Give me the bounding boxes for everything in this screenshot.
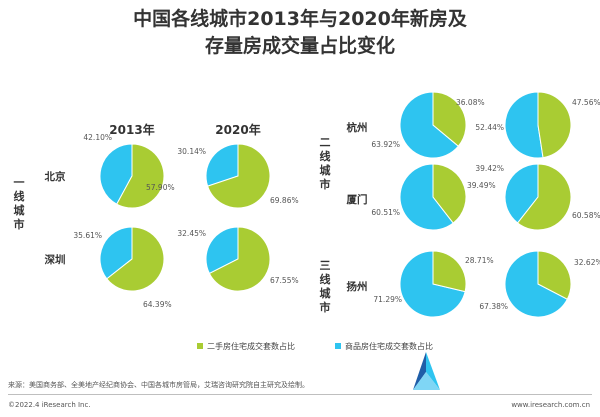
pie-扬州-2013-second-hand-label: 28.71% [465,256,494,265]
pie-深圳-2013-second-hand-label: 64.39% [143,300,172,309]
pie-北京-2020-second-hand-slice [207,143,271,209]
city-label-yangzhou: 扬州 [347,280,368,293]
tier-label-third: 三线城市 [320,259,331,314]
city-label-beijing: 北京 [45,170,66,183]
footer-divider [8,394,592,395]
city-label-shenzhen: 深圳 [45,253,66,266]
city-label-xiamen: 厦门 [347,193,368,206]
pie-北京-2013-new-home-slice [99,143,133,205]
pie-扬州-2013-new-home-label: 71.29% [373,295,402,304]
chart-title-line-2: 存量房成交量占比变化 [204,35,395,57]
pie-深圳-2013-new-home-label: 35.61% [73,231,102,240]
tier-label-second: 二线城市 [320,136,331,191]
pie-厦门-2013-second-hand-label: 39.49% [467,181,496,190]
chart-title: 中国各线城市2013年与2020年新房及 存量房成交量占比变化 [0,6,600,60]
tier-label-first: 一线城市 [14,176,25,231]
site-url: www.iresearch.com.cn [511,401,590,409]
pie-杭州-2020-second-hand-label: 47.56% [572,98,600,107]
pie-厦门-2020-new-home-label: 39.42% [475,164,504,173]
logo-prism-base [413,372,440,390]
pie-扬州-2020-second-hand-label: 32.62% [574,258,600,267]
pie-扬州-2020-new-home-slice [504,250,568,318]
logo-prism-left [413,352,426,390]
city-label-hangzhou: 杭州 [347,121,368,134]
pie-杭州-2020-second-hand-slice [537,91,572,159]
pie-北京-2020-second-hand-label: 69.86% [270,196,299,205]
year-header-2013: 2013年 [109,122,154,137]
pie-厦门-2013-new-home-slice [399,163,454,231]
legend-swatch-new-home [335,343,341,349]
pie-厦门-2013-new-home-label: 60.51% [371,208,400,217]
copyright-text: ©2022.4 iResearch Inc. [8,401,91,409]
pie-厦门-2020-new-home-slice [504,163,539,224]
pie-北京-2013-new-home-label: 42.10% [83,133,112,142]
pie-北京-2013-second-hand-slice [116,143,165,209]
pie-杭州-2013-new-home-slice [399,91,460,159]
pie-深圳-2020-new-home-slice [205,226,239,275]
pie-扬州-2020-new-home-label: 67.38% [479,302,508,311]
legend-label-new-home: 商品房住宅成交套数占比 [345,341,433,351]
pie-厦门-2020-second-hand-slice [516,163,572,231]
pie-扬州-2013-second-hand-slice [432,250,467,293]
pie-北京-2020-new-home-label: 30.14% [177,147,206,156]
logo-prism-right [426,352,440,390]
year-header-2020: 2020年 [215,122,260,137]
pie-深圳-2013-new-home-slice [99,226,133,280]
pie-杭州-2020-new-home-slice [504,91,544,159]
pie-杭州-2013-second-hand-label: 36.08% [456,98,485,107]
pie-厦门-2020-second-hand-label: 60.58% [572,211,600,220]
pie-扬州-2020-second-hand-slice [537,250,572,300]
pie-杭州-2013-second-hand-slice [432,91,467,147]
pie-杭州-2020-new-home-label: 52.44% [475,123,504,132]
chart-title-line-1: 中国各线城市2013年与2020年新房及 [133,8,467,30]
pie-深圳-2013-second-hand-slice [106,226,165,292]
pie-北京-2013-second-hand-label: 57.90% [146,183,175,192]
pie-杭州-2013-new-home-label: 63.92% [371,140,400,149]
pie-深圳-2020-second-hand-slice [208,226,271,292]
legend-swatch-second-hand [197,343,203,349]
pie-厦门-2013-second-hand-slice [432,163,467,224]
pie-深圳-2020-second-hand-label: 67.55% [270,276,299,285]
legend-label-second-hand: 二手房住宅成交套数占比 [207,341,295,351]
source-note: 来源：美国商务部、全美地产经纪商协会、中国各城市房管局，艾瑞咨询研究院自主研究及… [8,381,309,389]
pie-深圳-2020-new-home-label: 32.45% [177,229,206,238]
pie-北京-2020-new-home-slice [205,143,239,187]
